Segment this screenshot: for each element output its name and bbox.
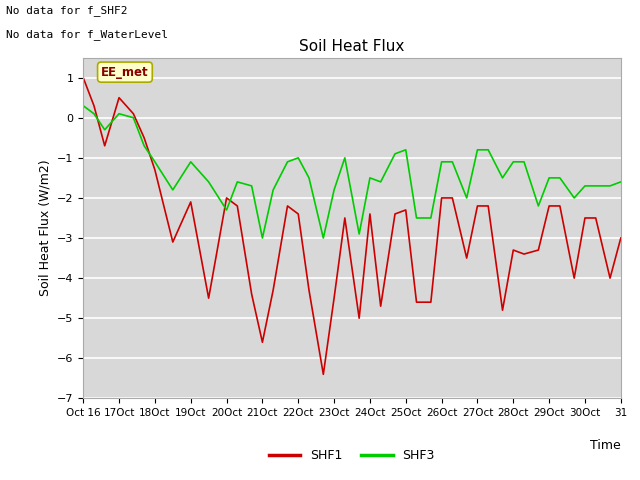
SHF1: [570, 275, 578, 281]
SHF1: [581, 215, 589, 221]
SHF3: [115, 111, 123, 117]
SHF3: [427, 215, 435, 221]
SHF3: [234, 179, 241, 185]
SHF3: [509, 159, 517, 165]
SHF1: [79, 75, 87, 81]
SHF3: [294, 155, 302, 161]
SHF1: [341, 215, 349, 221]
SHF3: [223, 207, 230, 213]
SHF1: [355, 315, 363, 321]
SHF1: [534, 247, 542, 253]
SHF1: [606, 275, 614, 281]
SHF3: [330, 187, 338, 193]
Y-axis label: Soil Heat Flux (W/m2): Soil Heat Flux (W/m2): [38, 160, 51, 296]
SHF1: [413, 300, 420, 305]
SHF1: [366, 211, 374, 217]
SHF3: [377, 179, 385, 185]
SHF1: [115, 95, 123, 101]
SHF1: [427, 300, 435, 305]
SHF3: [520, 159, 528, 165]
SHF1: [140, 135, 148, 141]
SHF1: [90, 103, 98, 108]
SHF3: [570, 195, 578, 201]
SHF3: [129, 115, 137, 120]
SHF1: [438, 195, 445, 201]
SHF3: [499, 175, 506, 181]
SHF3: [151, 159, 159, 165]
SHF1: [449, 195, 456, 201]
SHF3: [101, 127, 109, 132]
SHF3: [79, 103, 87, 108]
Title: Soil Heat Flux: Soil Heat Flux: [300, 39, 404, 54]
SHF3: [402, 147, 410, 153]
SHF3: [438, 159, 445, 165]
SHF1: [248, 291, 255, 297]
SHF3: [592, 183, 600, 189]
SHF3: [606, 183, 614, 189]
SHF3: [259, 235, 266, 241]
SHF3: [617, 179, 625, 185]
SHF1: [463, 255, 470, 261]
SHF3: [305, 175, 313, 181]
SHF1: [556, 203, 564, 209]
Line: SHF1: SHF1: [83, 78, 621, 374]
SHF3: [187, 159, 195, 165]
Line: SHF3: SHF3: [83, 106, 621, 238]
SHF1: [205, 295, 212, 301]
SHF1: [223, 195, 230, 201]
SHF3: [248, 183, 255, 189]
SHF1: [377, 303, 385, 309]
SHF3: [474, 147, 481, 153]
SHF3: [319, 235, 327, 241]
SHF3: [463, 195, 470, 201]
SHF1: [169, 239, 177, 245]
SHF3: [534, 203, 542, 209]
SHF1: [474, 203, 481, 209]
SHF1: [484, 203, 492, 209]
SHF3: [169, 187, 177, 193]
SHF3: [581, 183, 589, 189]
SHF3: [413, 215, 420, 221]
SHF1: [520, 251, 528, 257]
SHF1: [509, 247, 517, 253]
SHF1: [545, 203, 553, 209]
Text: EE_met: EE_met: [101, 66, 148, 79]
X-axis label: Time: Time: [590, 439, 621, 452]
SHF1: [592, 215, 600, 221]
SHF3: [90, 111, 98, 117]
SHF1: [402, 207, 410, 213]
SHF3: [484, 147, 492, 153]
SHF1: [617, 235, 625, 241]
SHF3: [449, 159, 456, 165]
SHF3: [366, 175, 374, 181]
SHF3: [355, 231, 363, 237]
SHF1: [259, 339, 266, 345]
SHF1: [151, 167, 159, 173]
SHF1: [499, 307, 506, 313]
SHF3: [391, 151, 399, 156]
SHF3: [269, 187, 277, 193]
SHF3: [341, 155, 349, 161]
SHF3: [556, 175, 564, 181]
SHF1: [319, 372, 327, 377]
Text: No data for f_WaterLevel: No data for f_WaterLevel: [6, 29, 168, 40]
SHF1: [284, 203, 291, 209]
SHF3: [205, 179, 212, 185]
SHF1: [330, 295, 338, 301]
SHF3: [545, 175, 553, 181]
Legend: SHF1, SHF3: SHF1, SHF3: [264, 444, 440, 467]
SHF3: [284, 159, 291, 165]
SHF1: [234, 203, 241, 209]
SHF1: [305, 287, 313, 293]
SHF3: [140, 143, 148, 149]
SHF1: [187, 199, 195, 205]
SHF1: [391, 211, 399, 217]
SHF1: [269, 287, 277, 293]
Text: No data for f_SHF2: No data for f_SHF2: [6, 5, 128, 16]
SHF1: [101, 143, 109, 149]
SHF1: [294, 211, 302, 217]
SHF1: [129, 111, 137, 117]
